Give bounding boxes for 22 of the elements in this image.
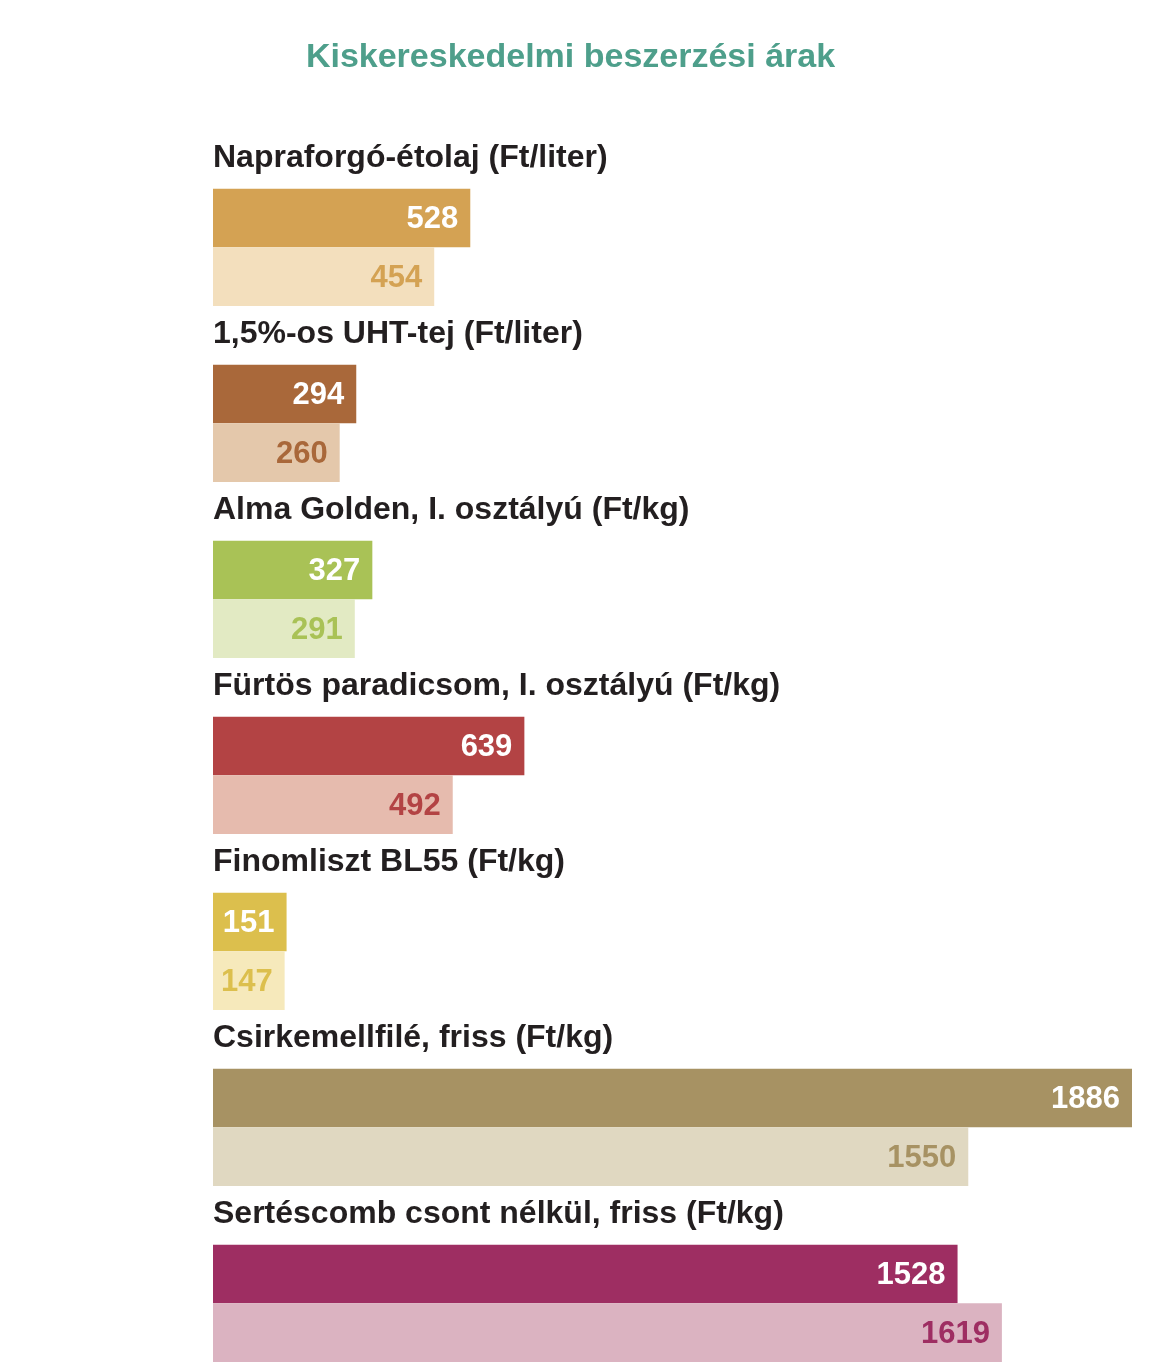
y-tick-label: 1,5%-os UHT-tej (Ft/liter)	[213, 314, 583, 351]
y-tick-label: Fürtös paradicsom, I. osztályú (Ft/kg)	[213, 666, 781, 703]
data-label: 1886	[1051, 1080, 1120, 1115]
y-tick-label: Finomliszt BL55 (Ft/kg)	[213, 842, 565, 879]
y-tick-label: Alma Golden, I. osztályú (Ft/kg)	[213, 490, 690, 527]
data-label: 1550	[887, 1138, 957, 1174]
data-label: 151	[222, 904, 275, 939]
data-label: 327	[308, 552, 361, 587]
data-label: 1619	[920, 1314, 990, 1350]
data-label: 1528	[876, 1256, 946, 1291]
y-tick-label: Sertéscomb csont nélkül, friss (Ft/kg)	[213, 1194, 784, 1231]
text: Kiskereskedelmi beszerzési árak	[305, 36, 836, 74]
data-label: 291	[291, 610, 343, 646]
data-label: 294	[292, 376, 346, 411]
y-tick-label: Napraforgó-étolaj (Ft/liter)	[213, 138, 608, 175]
y-tick-label: Csirkemellfilé, friss (Ft/kg)	[213, 1018, 614, 1055]
data-label: 260	[275, 434, 328, 470]
data-label: 454	[370, 258, 423, 294]
data-label: 639	[460, 728, 513, 763]
data-label: 492	[389, 786, 441, 822]
data-label: 147	[220, 962, 273, 998]
data-label: 528	[406, 200, 459, 235]
